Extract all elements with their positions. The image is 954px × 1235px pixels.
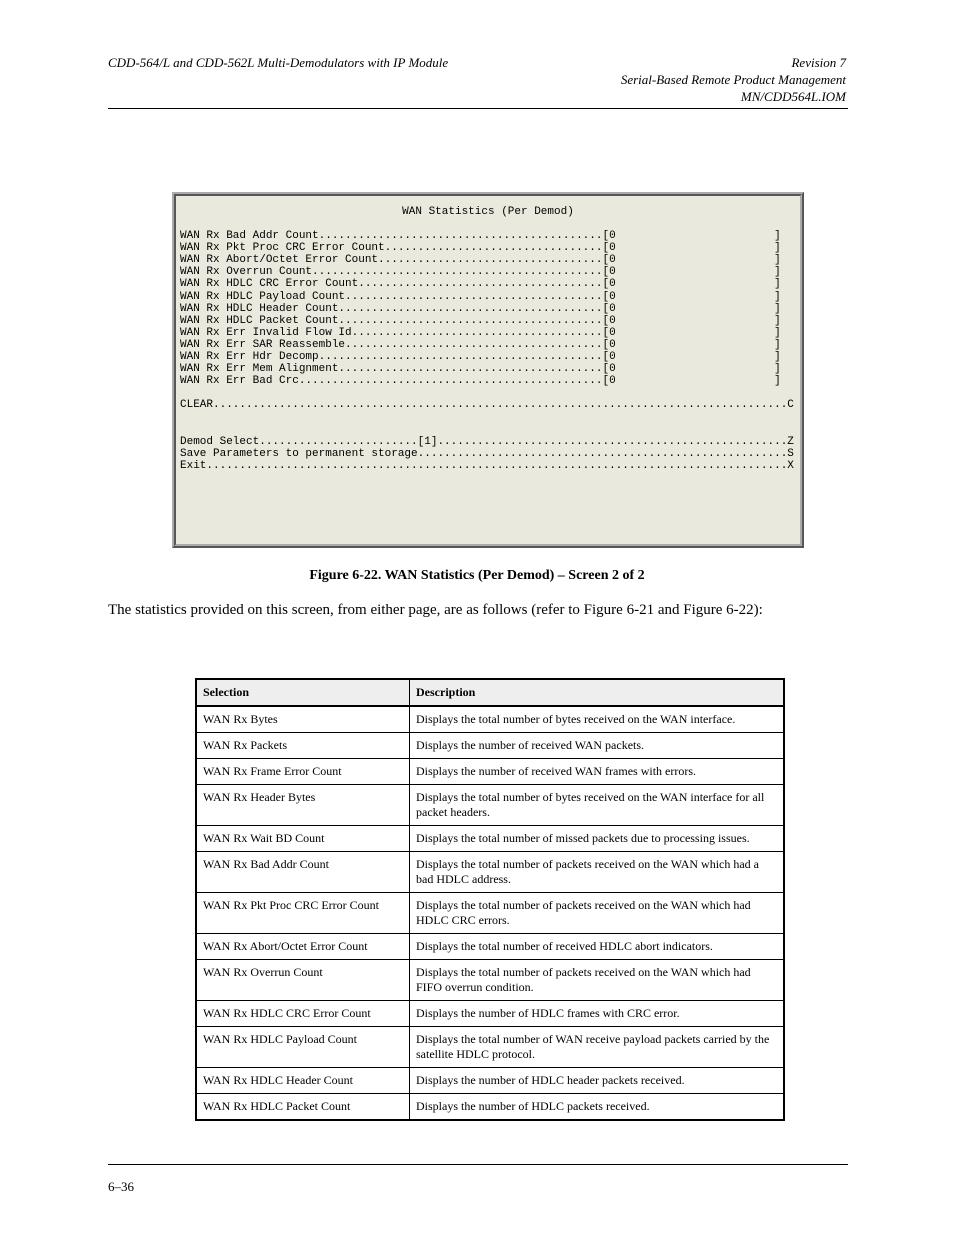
cell-description: Displays the total number of missed pack…	[410, 826, 785, 852]
header-rev: Revision 7	[791, 55, 846, 70]
cell-description: Displays the total number of received HD…	[410, 934, 785, 960]
cell-selection: WAN Rx Overrun Count	[196, 960, 410, 1001]
cell-description: Displays the total number of WAN receive…	[410, 1027, 785, 1068]
footer-rule	[108, 1164, 848, 1165]
terminal-window: WAN Statistics (Per Demod) WAN Rx Bad Ad…	[172, 192, 804, 548]
page-number: 6–36	[108, 1179, 134, 1195]
cell-description: Displays the total number of packets rec…	[410, 852, 785, 893]
table-row: WAN Rx HDLC CRC Error CountDisplays the …	[196, 1001, 784, 1027]
caption: The statistics provided on this screen, …	[108, 600, 846, 620]
header-left: CDD-564/L and CDD-562L Multi-Demodulator…	[108, 55, 448, 71]
cell-description: Displays the total number of bytes recei…	[410, 785, 785, 826]
table-row: WAN Rx Overrun CountDisplays the total n…	[196, 960, 784, 1001]
cell-selection: WAN Rx Packets	[196, 733, 410, 759]
cell-selection: WAN Rx Bad Addr Count	[196, 852, 410, 893]
cell-description: Displays the number of HDLC header packe…	[410, 1068, 785, 1094]
table-row: WAN Rx HDLC Packet CountDisplays the num…	[196, 1094, 784, 1121]
header-rule	[108, 108, 848, 109]
table-row: WAN Rx HDLC Payload CountDisplays the to…	[196, 1027, 784, 1068]
cell-selection: WAN Rx Header Bytes	[196, 785, 410, 826]
header-section: Serial-Based Remote Product Management	[621, 72, 846, 87]
cell-selection: WAN Rx HDLC Packet Count	[196, 1094, 410, 1121]
table-row: WAN Rx Wait BD CountDisplays the total n…	[196, 826, 784, 852]
table-row: WAN Rx Abort/Octet Error CountDisplays t…	[196, 934, 784, 960]
figure-label: Figure 6-22. WAN Statistics (Per Demod) …	[0, 568, 954, 584]
cell-selection: WAN Rx HDLC Payload Count	[196, 1027, 410, 1068]
cell-selection: WAN Rx Frame Error Count	[196, 759, 410, 785]
header-right: Revision 7 Serial-Based Remote Product M…	[621, 55, 846, 106]
table-row: WAN Rx PacketsDisplays the number of rec…	[196, 733, 784, 759]
cell-selection: WAN Rx HDLC CRC Error Count	[196, 1001, 410, 1027]
terminal-title: WAN Statistics (Per Demod)	[180, 206, 796, 218]
stats-table: Selection Description WAN Rx BytesDispla…	[195, 678, 785, 1121]
cell-description: Displays the number of received WAN pack…	[410, 733, 785, 759]
cell-selection: WAN Rx Abort/Octet Error Count	[196, 934, 410, 960]
table-row: WAN Rx Frame Error CountDisplays the num…	[196, 759, 784, 785]
cell-description: Displays the total number of packets rec…	[410, 893, 785, 934]
header-doc: MN/CDD564L.IOM	[741, 89, 846, 104]
cell-description: Displays the number of HDLC packets rece…	[410, 1094, 785, 1121]
table-row: WAN Rx Bad Addr CountDisplays the total …	[196, 852, 784, 893]
terminal-body: WAN Rx Bad Addr Count...................…	[180, 230, 796, 472]
cell-description: Displays the total number of packets rec…	[410, 960, 785, 1001]
cell-selection: WAN Rx Bytes	[196, 706, 410, 733]
page: CDD-564/L and CDD-562L Multi-Demodulator…	[0, 0, 954, 1235]
cell-selection: WAN Rx Pkt Proc CRC Error Count	[196, 893, 410, 934]
cell-description: Displays the number of HDLC frames with …	[410, 1001, 785, 1027]
table-header-row: Selection Description	[196, 679, 784, 706]
cell-description: Displays the total number of bytes recei…	[410, 706, 785, 733]
cell-selection: WAN Rx HDLC Header Count	[196, 1068, 410, 1094]
table-row: WAN Rx Pkt Proc CRC Error CountDisplays …	[196, 893, 784, 934]
col-description: Description	[410, 679, 785, 706]
table-row: WAN Rx Header BytesDisplays the total nu…	[196, 785, 784, 826]
col-selection: Selection	[196, 679, 410, 706]
cell-selection: WAN Rx Wait BD Count	[196, 826, 410, 852]
table-row: WAN Rx HDLC Header CountDisplays the num…	[196, 1068, 784, 1094]
table-row: WAN Rx BytesDisplays the total number of…	[196, 706, 784, 733]
cell-description: Displays the number of received WAN fram…	[410, 759, 785, 785]
